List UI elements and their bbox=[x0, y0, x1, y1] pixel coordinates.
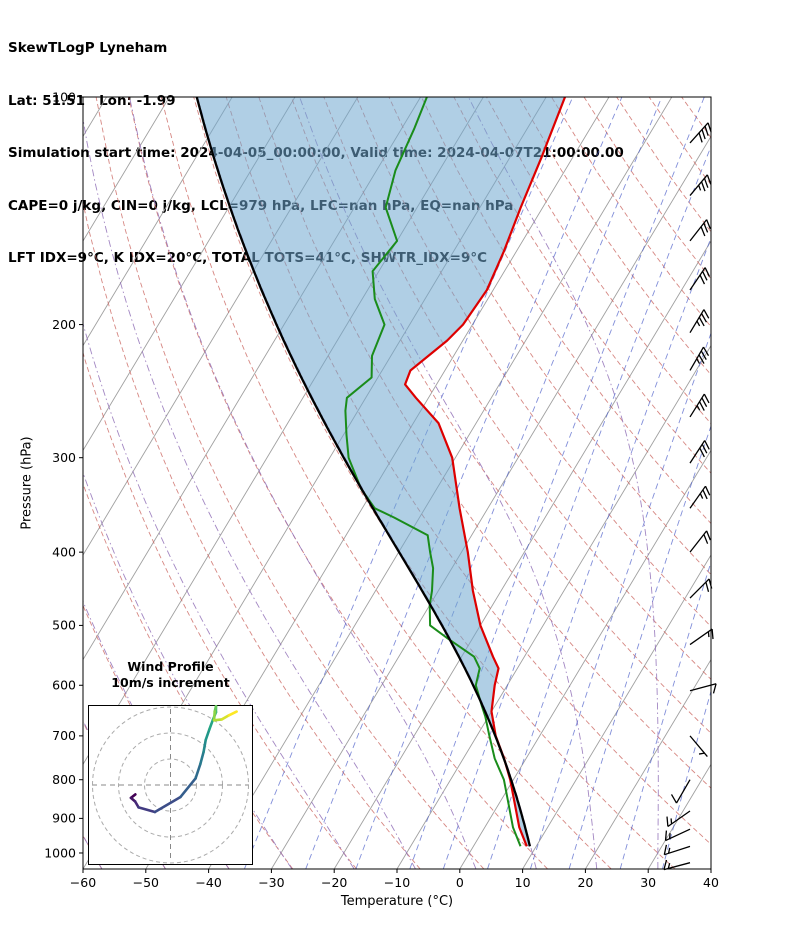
background-lines bbox=[83, 97, 711, 869]
hodograph-inset bbox=[88, 705, 253, 865]
hodograph-rings bbox=[92, 706, 249, 864]
svg-text:−40: −40 bbox=[195, 875, 221, 890]
svg-text:−30: −30 bbox=[258, 875, 284, 890]
svg-text:200: 200 bbox=[52, 317, 76, 332]
page-title: SkewTLogP Lyneham bbox=[8, 40, 168, 56]
svg-text:400: 400 bbox=[52, 544, 76, 559]
x-axis-label: Temperature (°C) bbox=[340, 894, 454, 909]
axis-ticks bbox=[79, 96, 712, 873]
hodograph-title: Wind Profile 10m/s increment bbox=[88, 659, 253, 690]
svg-text:40: 40 bbox=[703, 875, 719, 890]
svg-text:300: 300 bbox=[52, 450, 76, 465]
profiles bbox=[195, 97, 567, 847]
svg-text:100: 100 bbox=[52, 89, 76, 104]
svg-text:20: 20 bbox=[577, 875, 593, 890]
svg-text:1000: 1000 bbox=[44, 845, 76, 860]
svg-text:700: 700 bbox=[52, 728, 76, 743]
y-axis-label: Pressure (hPa) bbox=[19, 436, 35, 530]
svg-text:500: 500 bbox=[52, 618, 76, 633]
negative-area-shading bbox=[196, 97, 565, 847]
svg-text:−50: −50 bbox=[133, 875, 159, 890]
hodograph-title-line2: 10m/s increment bbox=[111, 674, 230, 690]
y-tick-labels: 100 200 300 400 500 600 700 800 900 1000 bbox=[44, 89, 76, 860]
svg-text:0: 0 bbox=[456, 875, 464, 890]
svg-text:30: 30 bbox=[640, 875, 656, 890]
parcel-line bbox=[195, 97, 532, 847]
svg-text:600: 600 bbox=[52, 678, 76, 693]
x-tick-labels: −60 −50 −40 −30 −20 −10 0 10 20 30 40 bbox=[70, 875, 719, 890]
svg-text:−60: −60 bbox=[70, 875, 96, 890]
hodograph-trace bbox=[129, 705, 238, 814]
svg-text:10: 10 bbox=[515, 875, 531, 890]
wind-barbs bbox=[663, 122, 717, 871]
svg-text:800: 800 bbox=[52, 772, 76, 787]
svg-text:900: 900 bbox=[52, 811, 76, 826]
svg-text:−20: −20 bbox=[321, 875, 347, 890]
hodograph-title-line1: Wind Profile bbox=[127, 659, 214, 674]
dewpoint-line bbox=[344, 97, 522, 847]
svg-text:−10: −10 bbox=[384, 875, 410, 890]
